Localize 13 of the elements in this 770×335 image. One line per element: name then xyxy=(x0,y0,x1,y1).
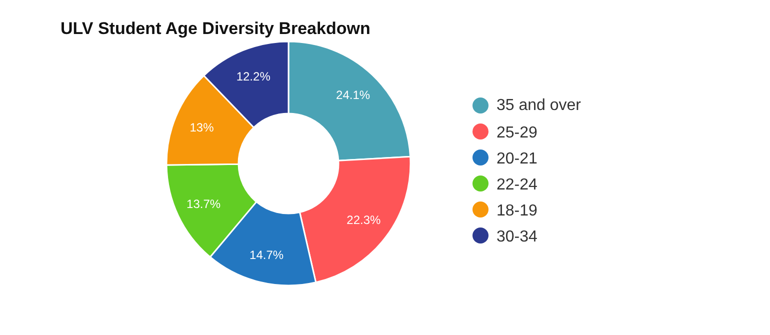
chart-title: ULV Student Age Diversity Breakdown xyxy=(60,19,370,38)
legend-label: 35 and over xyxy=(496,97,582,114)
data-label: 12.2% xyxy=(236,69,271,84)
legend-label: 18-19 xyxy=(496,202,538,220)
data-label: 14.7% xyxy=(250,248,284,262)
legend-label: 25-29 xyxy=(496,124,538,142)
legend-label: 30-34 xyxy=(496,228,538,246)
legend-label: 20-21 xyxy=(496,150,538,168)
data-label: 24.1% xyxy=(336,88,370,102)
legend-label: 22-24 xyxy=(496,176,538,194)
data-label: 13% xyxy=(190,120,214,134)
data-label: 22.3% xyxy=(346,212,382,227)
data-label: 13.7% xyxy=(186,196,221,211)
